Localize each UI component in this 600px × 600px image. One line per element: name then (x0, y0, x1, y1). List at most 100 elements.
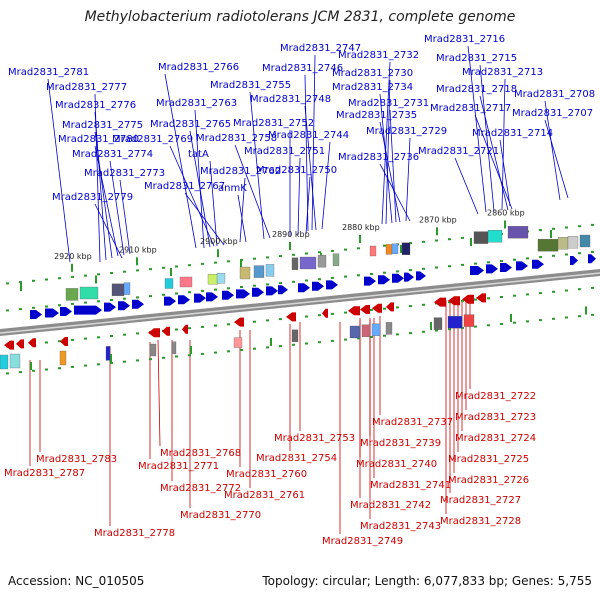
gene-label: Mrad2831_2779 (52, 192, 133, 203)
guide-dot (97, 273, 100, 276)
forward-gene-arrow (118, 301, 130, 311)
gene-label: Mrad2831_2761 (224, 490, 305, 501)
guide-dot (396, 270, 399, 273)
guide-dot (461, 326, 464, 329)
guide-dot (318, 278, 321, 281)
gene-label: Mrad2831_2723 (455, 412, 536, 423)
gene-label: Mrad2831_2783 (36, 454, 117, 465)
gene-label: Mrad2831_2774 (72, 149, 153, 160)
label-connector (381, 61, 391, 225)
guide-dot (370, 336, 373, 338)
scale-tick (436, 227, 438, 236)
feature-box (291, 257, 299, 270)
guide-dot (19, 308, 22, 311)
guide-dot (6, 282, 9, 285)
guide-dot (474, 325, 477, 328)
guide-dot (565, 316, 568, 319)
guide-dot (552, 254, 555, 257)
forward-gene-arrow (164, 296, 176, 306)
guide-dot (539, 256, 542, 259)
connector-lines (29, 45, 569, 534)
gene-label: Mrad2831_2781 (8, 67, 89, 78)
guide-dot (487, 324, 490, 327)
guide-dot (188, 354, 191, 357)
gene-label: Mrad2831_2760 (226, 469, 307, 480)
guide-dot (305, 279, 308, 282)
gene-label: Mrad2831_2717 (430, 103, 511, 114)
guide-dot (513, 258, 516, 261)
guide-dot (539, 319, 542, 322)
gene-label: Mrad2831_2737 (372, 417, 453, 428)
guide-dot (227, 350, 230, 353)
scale-label: 2870 kbp (419, 215, 457, 224)
guide-dot (6, 309, 9, 312)
guide-dot (136, 296, 139, 299)
gene-label: Mrad2831_2743 (360, 521, 441, 532)
feature-box (291, 329, 299, 342)
feature-box (265, 264, 275, 277)
guide-dot (110, 335, 113, 337)
guide-dot (201, 352, 204, 355)
guide-dot (201, 289, 204, 292)
guide-dot (591, 250, 594, 253)
gene-label: Mrad2831_2787 (4, 468, 85, 479)
guide-dot (370, 273, 373, 275)
guide-dot (383, 334, 386, 337)
label-connector (297, 157, 301, 236)
guide-dot (175, 292, 178, 295)
guide-dot (58, 304, 61, 307)
reverse-gene-arrow (286, 312, 296, 322)
guide-dot (19, 281, 22, 284)
forward-gene-arrow (266, 286, 278, 296)
feature-box (111, 283, 125, 296)
guide-dot (370, 309, 373, 311)
guide-dot (279, 345, 282, 348)
gene-label: Mrad2831_2725 (448, 454, 529, 465)
gene-label: Mrad2831_2726 (448, 475, 529, 486)
guide-dot (461, 299, 464, 302)
label-connector (311, 54, 316, 231)
guide-dot (32, 306, 35, 309)
forward-gene-arrow (104, 302, 116, 312)
label-connector (479, 64, 495, 212)
gene-label: Mrad2831_2753 (274, 433, 355, 444)
guide-dot (19, 371, 22, 374)
gene-label: Mrad2831_2763 (156, 98, 237, 109)
guide-dot (448, 265, 451, 268)
feature-box (463, 314, 475, 327)
label-connector (467, 45, 487, 213)
guide-dot (292, 343, 295, 346)
guide-dot (305, 315, 308, 318)
gene-label: Mrad2831_2777 (46, 82, 127, 93)
reverse-gene-arrow (448, 296, 460, 306)
forward-gene-arrow (206, 292, 218, 302)
guide-dot (162, 266, 165, 269)
guide-dot (292, 280, 295, 283)
forward-gene-arrow (132, 299, 144, 309)
guide-dot (45, 368, 48, 371)
map-title: Methylobacterium radiotolerans JCM 2831,… (84, 9, 516, 25)
gene-label: Mrad2831_2732 (338, 50, 419, 61)
gene-label: Mrad2831_2775 (62, 120, 143, 131)
guide-dot (305, 252, 308, 255)
feature-box (371, 323, 381, 336)
guide-dot (344, 338, 347, 341)
label-connector (379, 163, 411, 222)
guide-dot (578, 315, 581, 318)
feature-box (253, 265, 265, 278)
guide-dot (45, 305, 48, 308)
forward-gene-arrow (416, 271, 426, 281)
guide-dot (175, 265, 178, 268)
gene-label: Mrad2831_2731 (348, 98, 429, 109)
label-connector (305, 176, 311, 235)
label-connector (47, 78, 71, 263)
label-connector (194, 109, 205, 249)
guide-dot (305, 342, 308, 345)
gene-label: Mrad2831_2769 (112, 134, 193, 145)
forward-gene-arrow (222, 290, 234, 300)
guide-dot (383, 271, 386, 274)
forward-gene-arrow (60, 307, 72, 316)
guide-dot (214, 261, 217, 264)
forward-gene-arrow (74, 305, 102, 315)
gene-label: Mrad2831_2780 (58, 134, 139, 145)
